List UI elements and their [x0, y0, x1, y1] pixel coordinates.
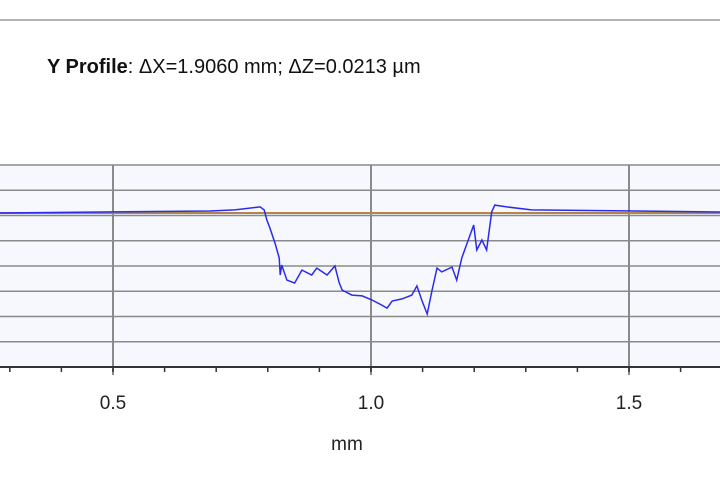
profile-line — [0, 204, 720, 317]
top-divider — [0, 19, 720, 21]
chart-title: Y Profile: ΔX=1.9060 mm; ΔZ=0.0213 µm — [47, 56, 421, 79]
title-profile-name: Y Profile — [47, 56, 128, 78]
title-measurements: : ΔX=1.9060 mm; ΔZ=0.0213 µm — [127, 56, 421, 78]
x-tick-label: 1.5 — [616, 393, 642, 414]
x-tick-label: 0.5 — [100, 393, 126, 414]
x-tick-label: 1.0 — [358, 393, 384, 414]
x-axis-label: mm — [331, 434, 363, 455]
